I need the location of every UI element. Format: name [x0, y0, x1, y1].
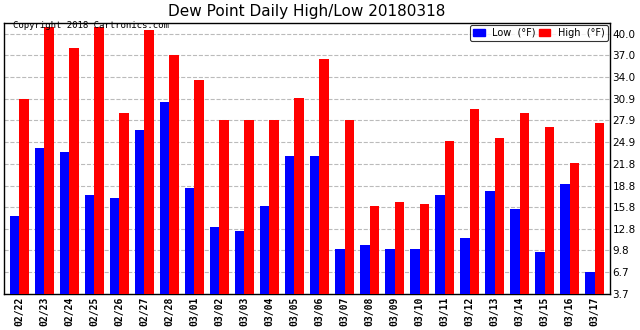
Bar [545, 127, 554, 320]
Bar [69, 48, 79, 320]
Bar [385, 248, 395, 320]
Bar [435, 195, 445, 320]
Bar [185, 188, 195, 320]
Bar [520, 113, 529, 320]
Bar [360, 245, 369, 320]
Bar [570, 163, 579, 320]
Bar [210, 227, 220, 320]
Bar [35, 148, 44, 320]
Bar [369, 206, 379, 320]
Bar [560, 184, 570, 320]
Bar [535, 252, 545, 320]
Bar [195, 81, 204, 320]
Bar [94, 27, 104, 320]
Bar [244, 120, 254, 320]
Bar [335, 248, 344, 320]
Bar [285, 155, 294, 320]
Text: Copyright 2018 Cartronics.com: Copyright 2018 Cartronics.com [13, 21, 169, 30]
Bar [585, 272, 595, 320]
Bar [269, 120, 279, 320]
Bar [445, 141, 454, 320]
Bar [294, 98, 304, 320]
Bar [420, 204, 429, 320]
Bar [44, 27, 54, 320]
Bar [460, 238, 470, 320]
Bar [470, 109, 479, 320]
Bar [19, 99, 29, 320]
Bar [170, 55, 179, 320]
Bar [485, 191, 495, 320]
Bar [60, 152, 69, 320]
Bar [495, 138, 504, 320]
Bar [110, 198, 119, 320]
Bar [144, 30, 154, 320]
Bar [235, 231, 244, 320]
Title: Dew Point Daily High/Low 20180318: Dew Point Daily High/Low 20180318 [168, 4, 445, 19]
Bar [10, 216, 19, 320]
Bar [260, 206, 269, 320]
Legend: Low  (°F), High  (°F): Low (°F), High (°F) [470, 25, 608, 41]
Bar [160, 102, 170, 320]
Bar [119, 113, 129, 320]
Bar [84, 195, 94, 320]
Bar [319, 59, 329, 320]
Bar [410, 248, 420, 320]
Bar [135, 130, 144, 320]
Bar [395, 202, 404, 320]
Bar [220, 120, 229, 320]
Bar [510, 209, 520, 320]
Bar [310, 155, 319, 320]
Bar [595, 123, 604, 320]
Bar [344, 120, 354, 320]
